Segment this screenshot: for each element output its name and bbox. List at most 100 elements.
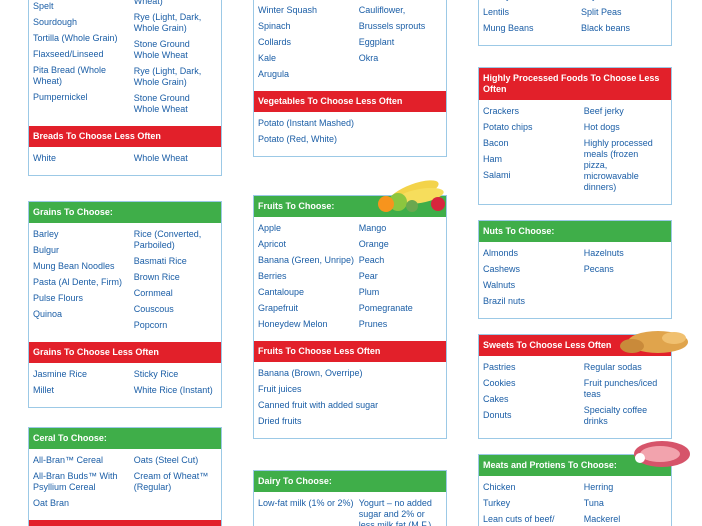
section-header: Ceral To Choose: <box>29 428 221 449</box>
food-box: Sweets To Choose Less Often Pastries Cooki… <box>478 334 672 439</box>
section-body: Apple Apricot Banana (Green, Unripe) Berrie… <box>254 217 446 341</box>
food-item: Stone Ground Whole Wheat <box>133 39 190 60</box>
food-item: Cornmeal <box>133 288 173 298</box>
food-item: Lentils <box>483 7 510 17</box>
food-item: Jasmine Rice <box>33 369 88 379</box>
food-item: Flaxseed/Linseed <box>33 49 104 59</box>
item-column: Whole Mixed GrainSpeltSourdoughTortilla … <box>33 0 134 120</box>
food-item: Mackerel <box>583 514 621 524</box>
item-column: Cabbage,Cauliflower,Brussels sproutsEggp… <box>359 0 442 85</box>
food-box: Grains To Choose: Barley Bulgur Mung Bean N… <box>28 201 222 408</box>
item-column: Regular sodas Fruit punches/iced teas Spec… <box>584 362 667 432</box>
section-body: Potato (Instant Mashed) Potato (Red, Whit… <box>254 112 446 156</box>
food-item: Fruit punches/iced teas <box>583 378 658 399</box>
food-item: Cakes <box>483 394 509 404</box>
section-header: Fruits To Choose Less Often <box>254 341 446 362</box>
food-item: Berries <box>258 271 287 281</box>
item-column: Jasmine Rice Millet <box>33 369 134 401</box>
food-box: Kidney Beans Lentils Mung Beans Soybeans/Ed… <box>478 0 672 46</box>
food-item: Almonds <box>483 248 519 258</box>
food-item: Peach <box>358 255 385 265</box>
food-item: Beef jerky <box>583 106 624 116</box>
food-item: Brazil nuts <box>483 296 526 306</box>
food-box: Dairy To Choose: Low-fat milk (1% or 2%) Y… <box>253 470 447 526</box>
food-item: Rice (Converted, Parboiled) <box>133 229 202 250</box>
section-body: Almonds Cashews Walnuts Brazil nuts Hazelnut… <box>479 242 671 318</box>
food-item: Chicken <box>483 482 516 492</box>
section-header: Nuts To Choose: <box>479 221 671 242</box>
item-column: Barley Bulgur Mung Bean Noodles Pasta (Al D… <box>33 229 134 336</box>
food-item: Mango <box>358 223 387 233</box>
item-column: Rice (Converted, Parboiled) Basmati Rice B… <box>134 229 217 336</box>
section-body: Crackers Potato chips Bacon Ham Salami Beef j… <box>479 100 671 204</box>
item-column: Banana (Brown, Overripe) Fruit juices Cann… <box>258 368 442 432</box>
item-column: Kidney Beans Lentils Mung Beans <box>483 0 581 39</box>
food-item: Pastries <box>483 362 516 372</box>
food-item: Prunes <box>358 319 388 329</box>
section-body: Jasmine Rice Millet Sticky Rice White Rice … <box>29 363 221 407</box>
food-item: Potato (Red, White) <box>258 134 338 144</box>
food-item: Grapefruit <box>258 303 299 313</box>
food-item: Brown Rice <box>133 272 180 282</box>
food-item: Stone Ground Whole Wheat <box>133 93 190 114</box>
food-item: Spelt <box>33 1 54 11</box>
section-body: Chicken Turkey Lean cuts of beef/Herring Tu… <box>479 476 671 526</box>
food-item: Crackers <box>483 106 520 116</box>
food-item: White <box>33 153 57 163</box>
food-box: Highly Processed Foods To Choose Less Of… <box>478 67 672 205</box>
food-item: Cream of Wheat™ (Regular) <box>133 471 209 492</box>
food-item: Arugula <box>258 69 290 79</box>
section-body: Banana (Brown, Overripe) Fruit juices Cann… <box>254 362 446 438</box>
item-column: Soybeans/Edamame Split Peas Black beans <box>581 0 667 39</box>
food-item: Pita Bread (Whole Wheat) <box>33 65 107 86</box>
food-item: Cantaloupe <box>258 287 305 297</box>
section-header: Vegetables To Choose Less Often <box>254 91 446 112</box>
food-item: Sourdough <box>33 17 78 27</box>
item-column: Beef jerky Hot dogs Highly processed meals… <box>584 106 667 198</box>
food-item: Hazelnuts <box>583 248 624 258</box>
food-item: Oats (Steel Cut) <box>133 455 199 465</box>
food-item: Salami <box>483 170 511 180</box>
section-body: Sweet PotatoWinter SquashSpinachCollards… <box>254 0 446 91</box>
food-item: Oat Bran <box>33 498 70 508</box>
food-item: Popcorn <box>133 320 168 330</box>
item-column: Low-fat milk (1% or 2%) <box>258 498 359 526</box>
food-item: Basmati Rice <box>133 256 187 266</box>
food-item: Cookies <box>483 378 516 388</box>
food-item: Whole Wheat <box>133 153 188 163</box>
food-item: Rye (Light, Dark, Whole Grain) <box>133 12 202 33</box>
food-item: Plum <box>358 287 380 297</box>
section-body: Barley Bulgur Mung Bean Noodles Pasta (Al D… <box>29 223 221 342</box>
food-item: Herring <box>583 482 614 492</box>
food-item: Cashews <box>483 264 521 274</box>
item-column: Yogurt – no added sugar and 2% or less m… <box>359 498 442 526</box>
food-item: Banana (Brown, Overripe) <box>258 368 363 378</box>
item-column: Apple Apricot Banana (Green, Unripe) Berrie… <box>258 223 359 335</box>
food-item: Pumpernickel <box>33 92 88 102</box>
food-item: Fruit juices <box>258 384 302 394</box>
item-column: Almonds Cashews Walnuts Brazil nuts <box>483 248 584 312</box>
food-item: Bulgur <box>33 245 60 255</box>
item-column: Oats (Steel Cut) Cream of Wheat™ (Regular… <box>134 455 217 514</box>
food-item: Dried fruits <box>258 416 302 426</box>
section-body: All-Bran™ Cereal All-Bran Buds™ With Psyl… <box>29 449 221 520</box>
section-header: Grains To Choose: <box>29 202 221 223</box>
food-item: Pear <box>358 271 378 281</box>
food-item: Ham <box>483 154 503 164</box>
food-item: Eggplant <box>358 37 395 47</box>
food-box: Nuts To Choose: Almonds Cashews Walnuts Braz… <box>478 220 672 319</box>
food-box: Whole Mixed GrainSpeltSourdoughTortilla … <box>28 0 222 176</box>
food-box: Sweet PotatoWinter SquashSpinachCollards… <box>253 0 447 157</box>
section-header: Meats and Protiens To Choose: <box>479 455 671 476</box>
section-body: Whole Mixed GrainSpeltSourdoughTortilla … <box>29 0 221 126</box>
food-item: Okra <box>358 53 379 63</box>
section-header: Dairy To Choose: <box>254 471 446 492</box>
section-header <box>29 520 221 526</box>
food-item: Turkey <box>483 498 511 508</box>
pastry-image <box>620 331 688 353</box>
food-item: Donuts <box>483 410 512 420</box>
item-column: Pastries Cookies Cakes Donuts <box>483 362 584 432</box>
food-item: Highly processed meals (frozen pizza, mi… <box>583 138 653 192</box>
food-item: Mung Beans <box>483 23 534 33</box>
